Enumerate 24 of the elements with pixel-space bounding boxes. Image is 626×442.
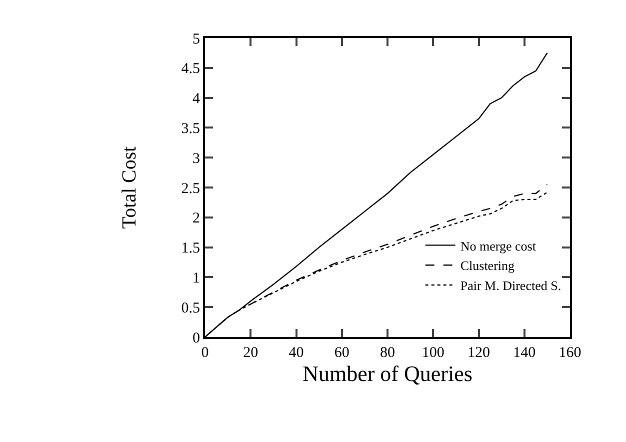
x-tick-label: 60 [334,345,350,361]
y-tick-label: 2.5 [181,180,200,197]
y-tick-label: 4 [192,91,200,108]
legend-label: Clustering [460,258,516,274]
x-tick-label: 80 [380,345,395,361]
y-tick-label: 1 [192,270,200,286]
y-tick-label: 5 [192,31,200,48]
y-tick-label: 0.5 [181,300,200,316]
x-tick-label: 140 [513,345,536,361]
y-tick-label: 0 [192,330,200,346]
legend-label: Pair M. Directed S. [460,278,562,294]
y-axis-title: Total Cost [118,146,140,229]
x-tick-label: 160 [558,345,582,361]
y-tick-label: 4.5 [181,61,200,78]
y-tick-label: 3.5 [181,120,200,137]
x-axis-title: Number of Queries [302,361,472,386]
legend-label: No merge cost [460,238,536,254]
x-tick-label: 120 [468,345,490,361]
y-tick-label: 1.5 [181,240,200,257]
x-tick-label: 100 [422,345,444,361]
y-tick-label: 2 [192,210,200,227]
x-tick-label: 40 [288,345,304,361]
y-tick-label: 3 [192,150,200,167]
x-tick-label: 20 [243,345,258,361]
